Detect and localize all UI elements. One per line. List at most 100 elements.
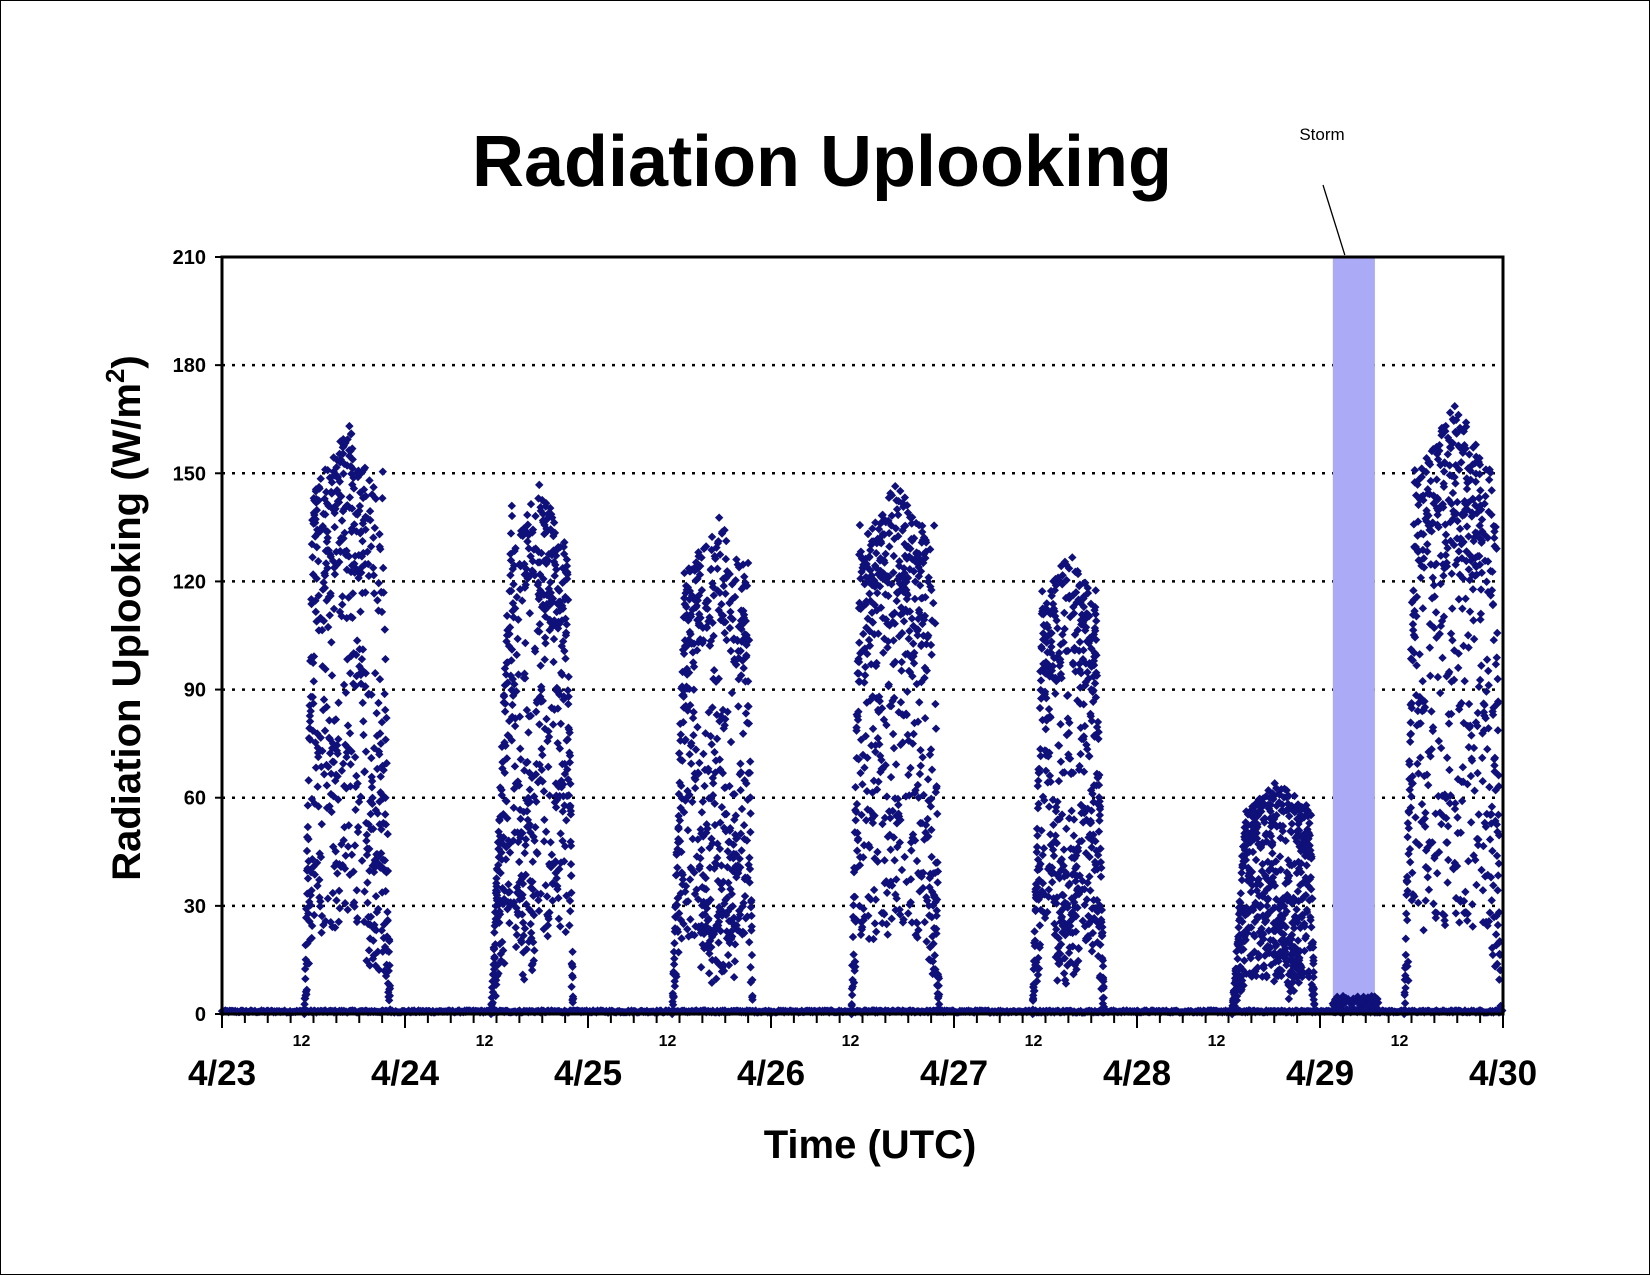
- data-point: [854, 755, 863, 764]
- data-point: [363, 547, 372, 556]
- data-point: [1073, 903, 1082, 912]
- data-point: [381, 654, 390, 664]
- data-point: [1041, 766, 1051, 776]
- data-point: [333, 749, 342, 758]
- data-point: [896, 486, 905, 496]
- data-point: [885, 542, 894, 551]
- data-point: [1232, 947, 1241, 956]
- data-point: [1065, 917, 1075, 926]
- data-point: [1306, 885, 1316, 894]
- data-point: [380, 856, 390, 865]
- data-point: [919, 615, 929, 624]
- data-point: [1050, 607, 1059, 616]
- data-point: [1419, 925, 1428, 935]
- data-point: [1456, 444, 1466, 453]
- data-point: [1278, 821, 1288, 831]
- data-point: [325, 716, 334, 725]
- data-point: [1044, 892, 1053, 901]
- data-point: [313, 529, 323, 538]
- data-point: [903, 649, 912, 658]
- data-point: [549, 620, 558, 630]
- data-point: [1259, 934, 1268, 944]
- data-point: [365, 934, 375, 943]
- data-point: [1265, 793, 1274, 803]
- data-point: [535, 760, 544, 769]
- data-point: [494, 969, 503, 978]
- data-point: [911, 930, 920, 940]
- data-point: [699, 544, 709, 553]
- data-point: [1262, 901, 1272, 911]
- data-point: [313, 743, 323, 753]
- data-point: [1260, 888, 1269, 898]
- data-point: [1046, 586, 1056, 596]
- data-point: [915, 581, 925, 590]
- data-point: [349, 679, 358, 688]
- data-point: [374, 698, 383, 708]
- data-point: [1445, 799, 1455, 808]
- data-point: [902, 501, 912, 510]
- data-point: [329, 604, 339, 614]
- data-point: [1405, 844, 1415, 854]
- data-point: [360, 463, 370, 472]
- data-point: [516, 744, 525, 753]
- data-point: [496, 812, 505, 821]
- data-point: [322, 596, 331, 605]
- data-point: [311, 515, 320, 524]
- data-point: [1437, 819, 1446, 829]
- data-point: [896, 815, 905, 825]
- data-point: [920, 917, 929, 927]
- data-point: [1406, 645, 1416, 654]
- data-point: [1277, 971, 1286, 981]
- data-point: [1047, 863, 1057, 872]
- data-point: [354, 550, 364, 560]
- data-point: [516, 814, 525, 824]
- data-point: [897, 666, 906, 675]
- data-point: [1079, 700, 1088, 709]
- data-point: [1055, 957, 1065, 966]
- data-point: [734, 653, 743, 663]
- data-point: [926, 745, 936, 754]
- data-point: [1431, 809, 1440, 818]
- data-point: [1414, 698, 1423, 708]
- data-point: [496, 868, 505, 878]
- data-point: [695, 610, 704, 619]
- data-point: [551, 803, 561, 812]
- data-point: [914, 562, 923, 572]
- data-point: [376, 739, 386, 748]
- data-point: [1307, 852, 1316, 861]
- data-point: [1293, 936, 1303, 945]
- data-point: [537, 765, 546, 774]
- data-point: [547, 860, 556, 869]
- data-point: [517, 910, 527, 919]
- data-point: [1443, 822, 1453, 831]
- data-point: [350, 902, 359, 911]
- data-point: [1034, 799, 1043, 809]
- data-point: [907, 513, 917, 522]
- data-point: [1088, 940, 1097, 949]
- data-point: [1415, 650, 1424, 659]
- data-point: [1436, 621, 1446, 631]
- data-point: [518, 828, 527, 838]
- data-point: [303, 822, 313, 832]
- data-point: [1033, 831, 1042, 840]
- data-point: [503, 658, 512, 667]
- data-point: [323, 622, 333, 632]
- data-point: [1070, 869, 1079, 879]
- data-point: [747, 950, 757, 960]
- data-point: [739, 606, 748, 616]
- data-point: [855, 677, 864, 686]
- data-point: [1075, 580, 1085, 589]
- data-point: [1053, 624, 1062, 633]
- data-point: [1052, 838, 1062, 848]
- data-point: [918, 527, 927, 537]
- data-point: [303, 939, 312, 948]
- data-point: [1234, 923, 1243, 932]
- data-point: [1278, 894, 1288, 903]
- data-point: [1283, 890, 1292, 900]
- data-point: [891, 482, 900, 491]
- data-point: [930, 951, 939, 960]
- data-point: [892, 875, 901, 884]
- data-point: [723, 847, 732, 856]
- data-point: [1439, 571, 1448, 581]
- data-point: [372, 708, 381, 718]
